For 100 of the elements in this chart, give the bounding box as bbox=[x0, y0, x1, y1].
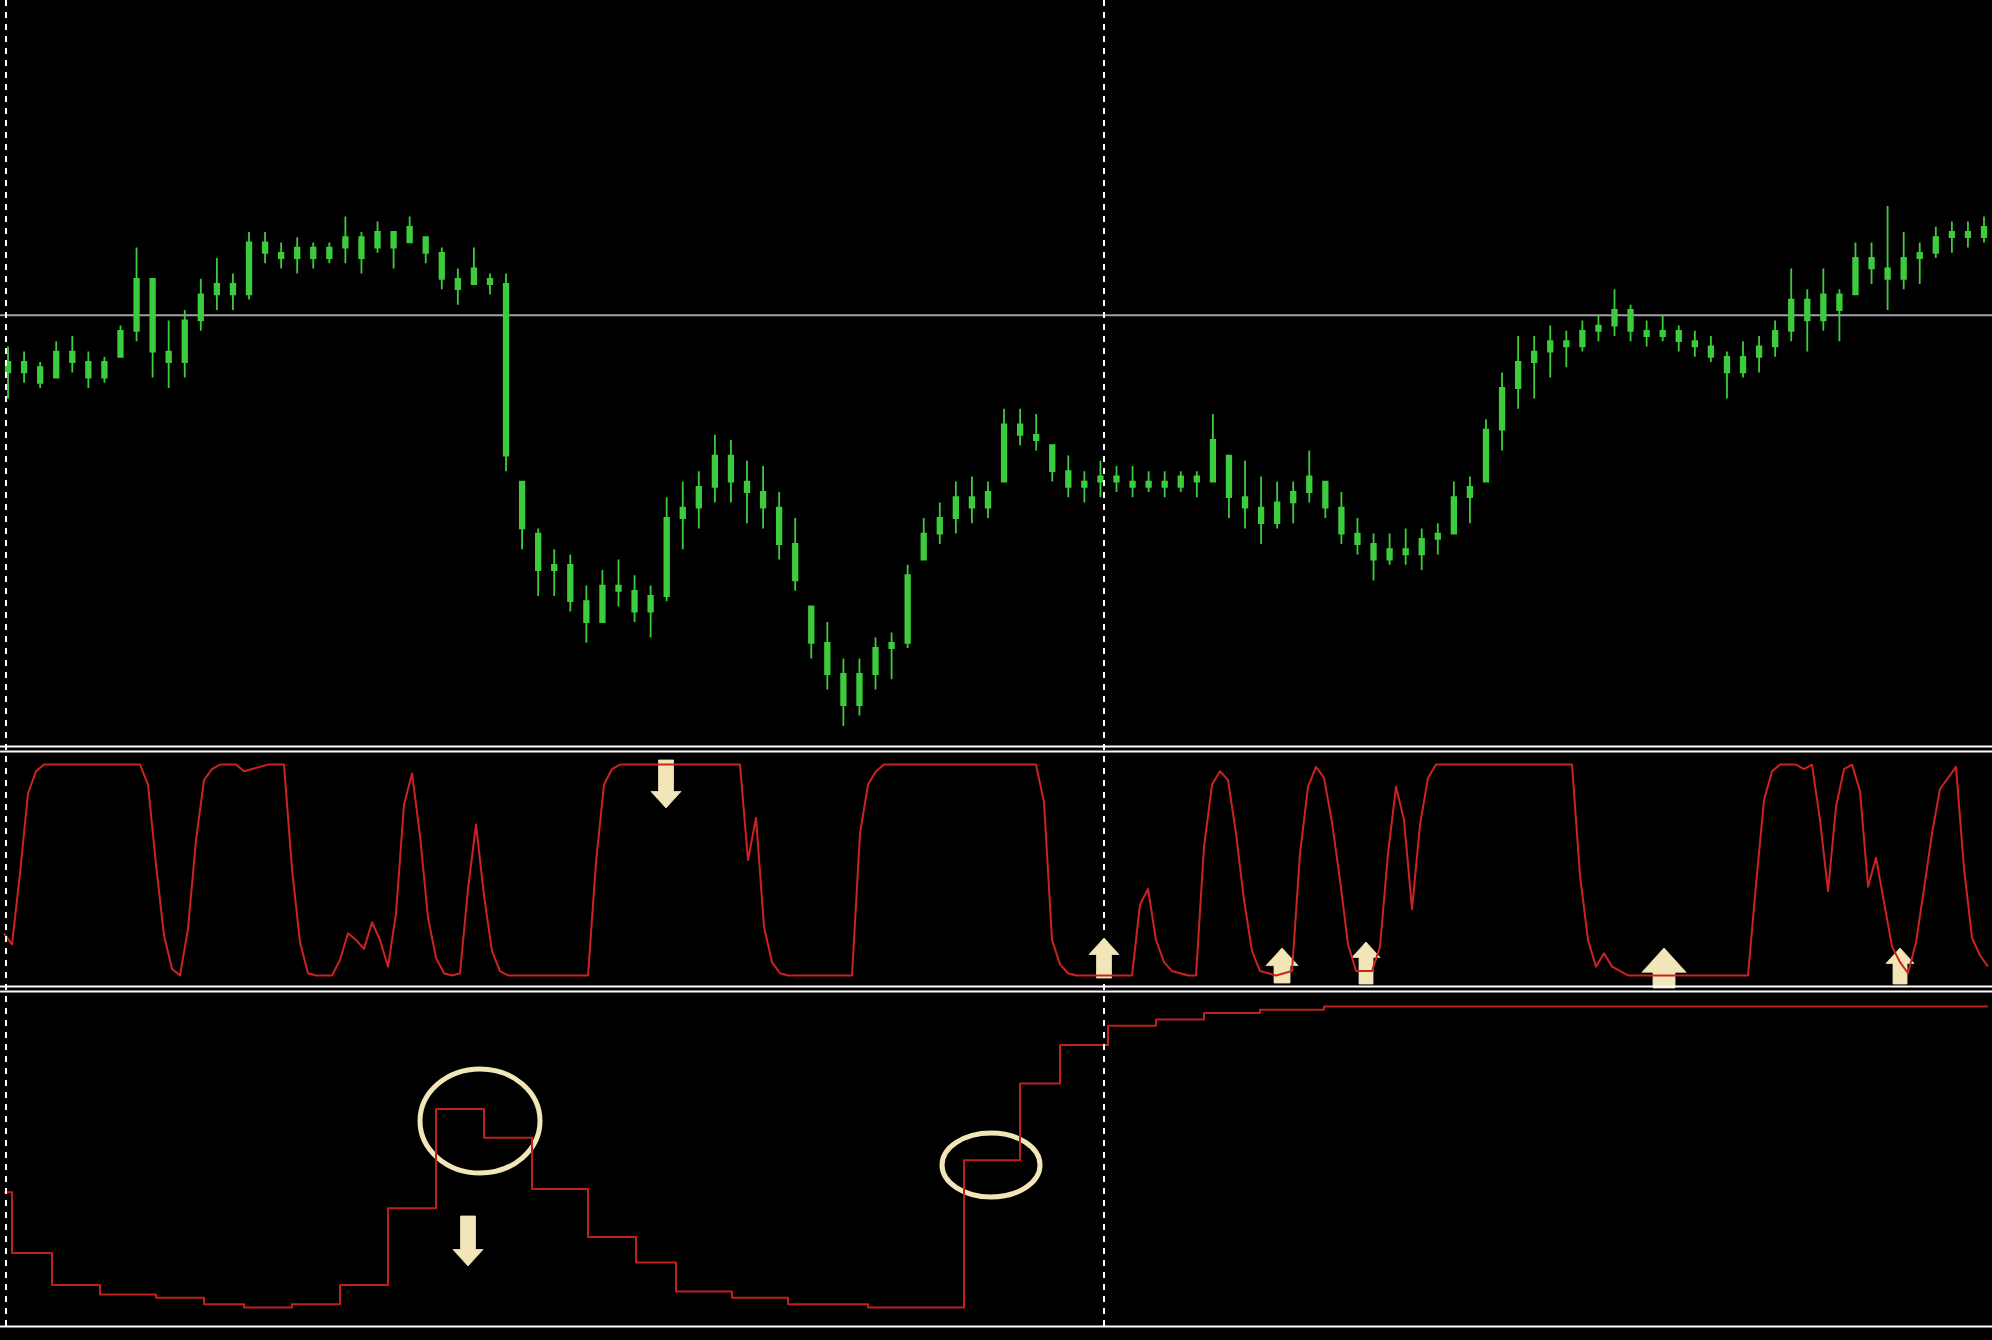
candlestick bbox=[840, 657, 847, 727]
candlestick bbox=[1338, 491, 1345, 545]
candlestick bbox=[101, 355, 108, 384]
candlestick bbox=[69, 335, 76, 374]
candlestick bbox=[197, 277, 204, 332]
candlestick bbox=[1386, 532, 1393, 566]
candlestick bbox=[1402, 527, 1409, 566]
candlestick bbox=[1547, 324, 1554, 379]
candlestick bbox=[968, 475, 976, 525]
candlestick bbox=[1755, 335, 1763, 374]
candlestick bbox=[551, 548, 558, 597]
candlestick bbox=[567, 553, 574, 613]
candlestick bbox=[856, 657, 863, 717]
candlestick bbox=[20, 350, 28, 384]
candlestick bbox=[1820, 267, 1827, 332]
candlestick bbox=[1627, 303, 1634, 343]
candlestick bbox=[1643, 319, 1650, 348]
candlestick bbox=[647, 584, 654, 639]
candlestick bbox=[872, 636, 879, 691]
candlestick bbox=[711, 433, 719, 504]
candlestick bbox=[518, 480, 526, 551]
candlestick bbox=[261, 231, 269, 265]
candlestick bbox=[1772, 319, 1779, 358]
candlestick bbox=[1964, 220, 1972, 249]
candlestick bbox=[1980, 215, 1988, 244]
candlestick bbox=[454, 267, 461, 306]
candlestick bbox=[1081, 470, 1088, 504]
candlestick bbox=[1611, 288, 1618, 337]
candlestick bbox=[117, 324, 124, 358]
candlestick bbox=[615, 558, 622, 608]
candlestick bbox=[1225, 454, 1233, 519]
candlestick bbox=[1707, 335, 1715, 363]
candlestick bbox=[1241, 459, 1249, 530]
candlestick bbox=[936, 501, 943, 545]
candlestick bbox=[1932, 225, 1939, 259]
candlestick bbox=[775, 491, 783, 561]
candlestick bbox=[1161, 470, 1168, 499]
candlestick bbox=[277, 241, 285, 270]
candlestick bbox=[4, 345, 12, 400]
candlestick bbox=[888, 631, 895, 681]
candlestick bbox=[406, 215, 413, 244]
candlestick bbox=[759, 465, 767, 530]
candlestick bbox=[952, 480, 959, 535]
candlestick bbox=[342, 215, 349, 265]
candlestick bbox=[1418, 527, 1425, 571]
candlestick bbox=[984, 480, 992, 519]
candlestick bbox=[1033, 413, 1040, 452]
candlestick bbox=[85, 350, 92, 389]
candlestick bbox=[1016, 407, 1024, 447]
candlestick bbox=[1274, 480, 1281, 530]
candlestick bbox=[374, 220, 381, 254]
candlestick bbox=[1531, 335, 1538, 400]
candlestick bbox=[1370, 532, 1377, 582]
candlestick bbox=[1691, 329, 1698, 358]
candlestick bbox=[1049, 444, 1056, 483]
candlestick bbox=[695, 470, 702, 530]
candlestick bbox=[1739, 340, 1747, 379]
candlestick bbox=[792, 517, 799, 592]
candlestick bbox=[1723, 350, 1731, 400]
candlestick bbox=[1579, 319, 1586, 353]
candlestick bbox=[1065, 454, 1072, 499]
candlestick bbox=[294, 236, 301, 275]
candlestick bbox=[470, 246, 478, 285]
candlestick bbox=[1498, 371, 1506, 452]
candlestick bbox=[133, 246, 140, 343]
candlestick bbox=[422, 236, 429, 265]
candlestick bbox=[1884, 205, 1891, 311]
candlestick bbox=[1097, 459, 1104, 499]
candlestick bbox=[1450, 480, 1458, 535]
candlestick bbox=[599, 569, 606, 623]
candlestick bbox=[535, 527, 542, 597]
candlestick bbox=[229, 272, 237, 311]
candlestick bbox=[310, 241, 317, 270]
candlestick bbox=[1659, 314, 1666, 343]
candlestick bbox=[1948, 220, 1956, 254]
candlestick bbox=[1788, 267, 1795, 343]
candlestick bbox=[583, 584, 590, 644]
candlestick bbox=[1852, 241, 1859, 296]
candlestick bbox=[1209, 413, 1217, 483]
candlestick bbox=[1514, 335, 1522, 410]
candlestick bbox=[486, 272, 494, 296]
candlestick bbox=[181, 309, 188, 379]
candlestick bbox=[1675, 324, 1682, 353]
candlestick bbox=[727, 439, 735, 504]
candlestick bbox=[438, 246, 445, 291]
candlestick bbox=[1868, 241, 1875, 285]
candlestick bbox=[1836, 288, 1843, 343]
candlestick bbox=[1595, 314, 1602, 343]
candlestick bbox=[1900, 231, 1907, 291]
candlestick bbox=[679, 480, 686, 551]
candlestick bbox=[326, 241, 333, 265]
candlestick bbox=[631, 574, 638, 623]
candlestick bbox=[1306, 449, 1313, 504]
candlestick bbox=[1434, 522, 1441, 556]
candlestick bbox=[390, 231, 397, 270]
candlestick bbox=[149, 277, 156, 379]
candlestick bbox=[1145, 470, 1152, 493]
candlestick bbox=[808, 605, 815, 660]
candlestick bbox=[1113, 465, 1120, 493]
candlestick bbox=[743, 459, 751, 525]
